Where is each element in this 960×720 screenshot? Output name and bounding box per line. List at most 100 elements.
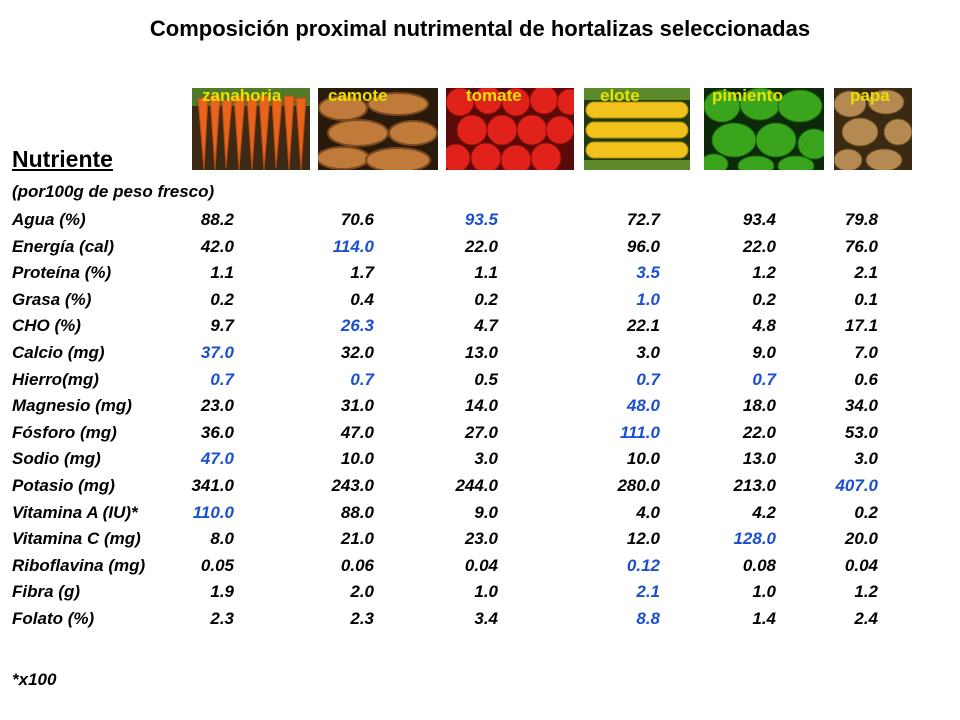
value-pimiento: 213.0 [733,476,776,495]
value-pimiento: 1.2 [752,263,776,283]
value-camote: 2.0 [350,582,374,602]
potato-image [834,88,912,170]
table-row: Proteína (%) 1.1 1.7 1.1 3.5 1.2 2.1 [0,263,960,289]
value-elote: 2.1 [636,582,660,602]
value-papa: 53.0 [844,422,878,442]
value-zanahoria: 23.0 [200,396,234,416]
carrot-image [192,88,310,170]
value-tomate: 3.4 [474,609,498,628]
value-papa: 79.8 [844,210,878,229]
table-row: Potasio (mg) 341.0 243.0 244.0 280.0 213.0 407… [0,476,960,502]
value-pimiento: 22.0 [742,236,776,256]
nutrient-label: Vitamina A (IU)* [12,502,138,522]
value-camote: 0.7 [350,369,374,389]
nutrient-label: CHO (%) [12,316,81,336]
value-zanahoria: 110.0 [192,502,234,522]
table-row: Hierro(mg) 0.7 0.7 0.5 0.7 0.7 0.6 [0,370,960,396]
value-elote: 4.0 [636,502,660,522]
tomato-image [446,88,574,170]
value-pimiento: 13.0 [742,449,776,469]
value-zanahoria: 1.1 [210,263,234,283]
table-row: Energía (cal) 42.0 114.0 22.0 96.0 22.0 76.0 [0,237,960,263]
value-zanahoria: 1.9 [210,582,234,602]
value-papa: 407.0 [835,476,878,495]
value-tomate: 0.04 [464,555,498,575]
value-papa: 20.0 [844,529,878,549]
value-camote: 47.0 [340,422,374,442]
value-elote: 8.8 [636,609,660,628]
value-camote: 31.0 [340,396,374,416]
nutrient-heading: Nutriente [12,146,113,172]
veg-label-camote: camote [328,86,388,105]
value-pimiento: 0.7 [752,369,776,389]
value-camote: 26.3 [340,316,374,336]
table-row: Vitamina A (IU)* 110.0 88.0 9.0 4.0 4.2 0.2 [0,503,960,529]
value-papa: 7.0 [854,343,878,362]
table-row: Riboflavina (mg) 0.05 0.06 0.04 0.12 0.08 0.04 [0,556,960,582]
value-tomate: 9.0 [474,502,498,522]
veg-label-papa: papa [850,86,890,105]
table-row: Vitamina C (mg) 8.0 21.0 23.0 12.0 128.0 20.0 [0,529,960,555]
value-pimiento: 0.08 [742,555,776,575]
nutrient-label: Fibra (g) [12,582,80,602]
value-papa: 17.1 [844,316,878,336]
value-camote: 10.0 [340,449,374,469]
value-zanahoria: 0.05 [200,555,234,575]
value-camote: 32.0 [340,343,374,362]
value-tomate: 1.1 [474,263,498,283]
value-camote: 88.0 [340,502,374,522]
table-row: Calcio (mg) 37.0 32.0 13.0 3.0 9.0 7.0 [0,343,960,369]
value-elote: 10.0 [626,449,660,469]
value-elote: 0.7 [636,369,660,389]
value-camote: 0.4 [350,289,374,309]
veg-label-zanahoria: zanahoria [202,86,282,105]
table-row: Agua (%) 88.2 70.6 93.5 72.7 93.4 79.8 [0,210,960,236]
value-papa: 3.0 [854,449,878,469]
sweet-potato-image [318,88,438,170]
value-zanahoria: 42.0 [200,236,234,256]
value-camote: 2.3 [350,609,374,628]
nutrient-label: Energía (cal) [12,236,115,256]
value-camote: 1.7 [350,263,374,283]
value-pimiento: 128.0 [733,529,776,549]
page-title: Composición proximal nutrimental de hort… [149,16,811,41]
value-papa: 2.1 [854,263,878,283]
nutrient-label: Calcio (mg) [12,343,105,362]
value-elote: 3.5 [636,263,660,283]
value-elote: 3.0 [636,343,660,362]
value-tomate: 1.0 [474,582,498,602]
value-tomate: 13.0 [464,343,498,362]
value-elote: 96.0 [626,236,660,256]
value-pimiento: 93.4 [742,210,776,229]
value-papa: 0.6 [854,369,878,389]
value-papa: 2.4 [854,609,878,628]
value-zanahoria: 8.0 [210,529,234,549]
value-camote: 114.0 [332,236,374,256]
value-elote: 72.7 [626,210,660,229]
table-row: Fibra (g) 1.9 2.0 1.0 2.1 1.0 1.2 [0,582,960,608]
value-papa: 0.1 [854,289,878,309]
value-pimiento: 4.2 [752,502,776,522]
nutrient-label: Vitamina C (mg) [12,529,141,549]
value-tomate: 0.2 [474,289,498,309]
value-elote: 111.0 [619,422,660,442]
veg-label-tomate: tomate [466,86,522,105]
nutrient-label: Fósforo (mg) [12,422,117,442]
value-tomate: 244.0 [455,476,498,495]
value-zanahoria: 341.0 [191,476,234,495]
value-pimiento: 22.0 [742,422,776,442]
value-zanahoria: 0.2 [210,289,234,309]
basis-subheading: (por100g de peso fresco) [12,182,215,201]
value-papa: 34.0 [844,396,878,416]
value-tomate: 93.5 [464,210,498,229]
footnote: *x100 [12,670,57,689]
value-elote: 22.1 [626,316,660,336]
value-zanahoria: 2.3 [210,609,234,628]
nutrient-label: Potasio (mg) [12,476,115,495]
value-elote: 48.0 [626,396,660,416]
table-row: CHO (%) 9.7 26.3 4.7 22.1 4.8 17.1 [0,316,960,342]
nutrient-label: Folato (%) [12,609,95,628]
value-tomate: 0.5 [474,369,498,389]
value-tomate: 22.0 [464,236,498,256]
value-camote: 243.0 [331,476,374,495]
